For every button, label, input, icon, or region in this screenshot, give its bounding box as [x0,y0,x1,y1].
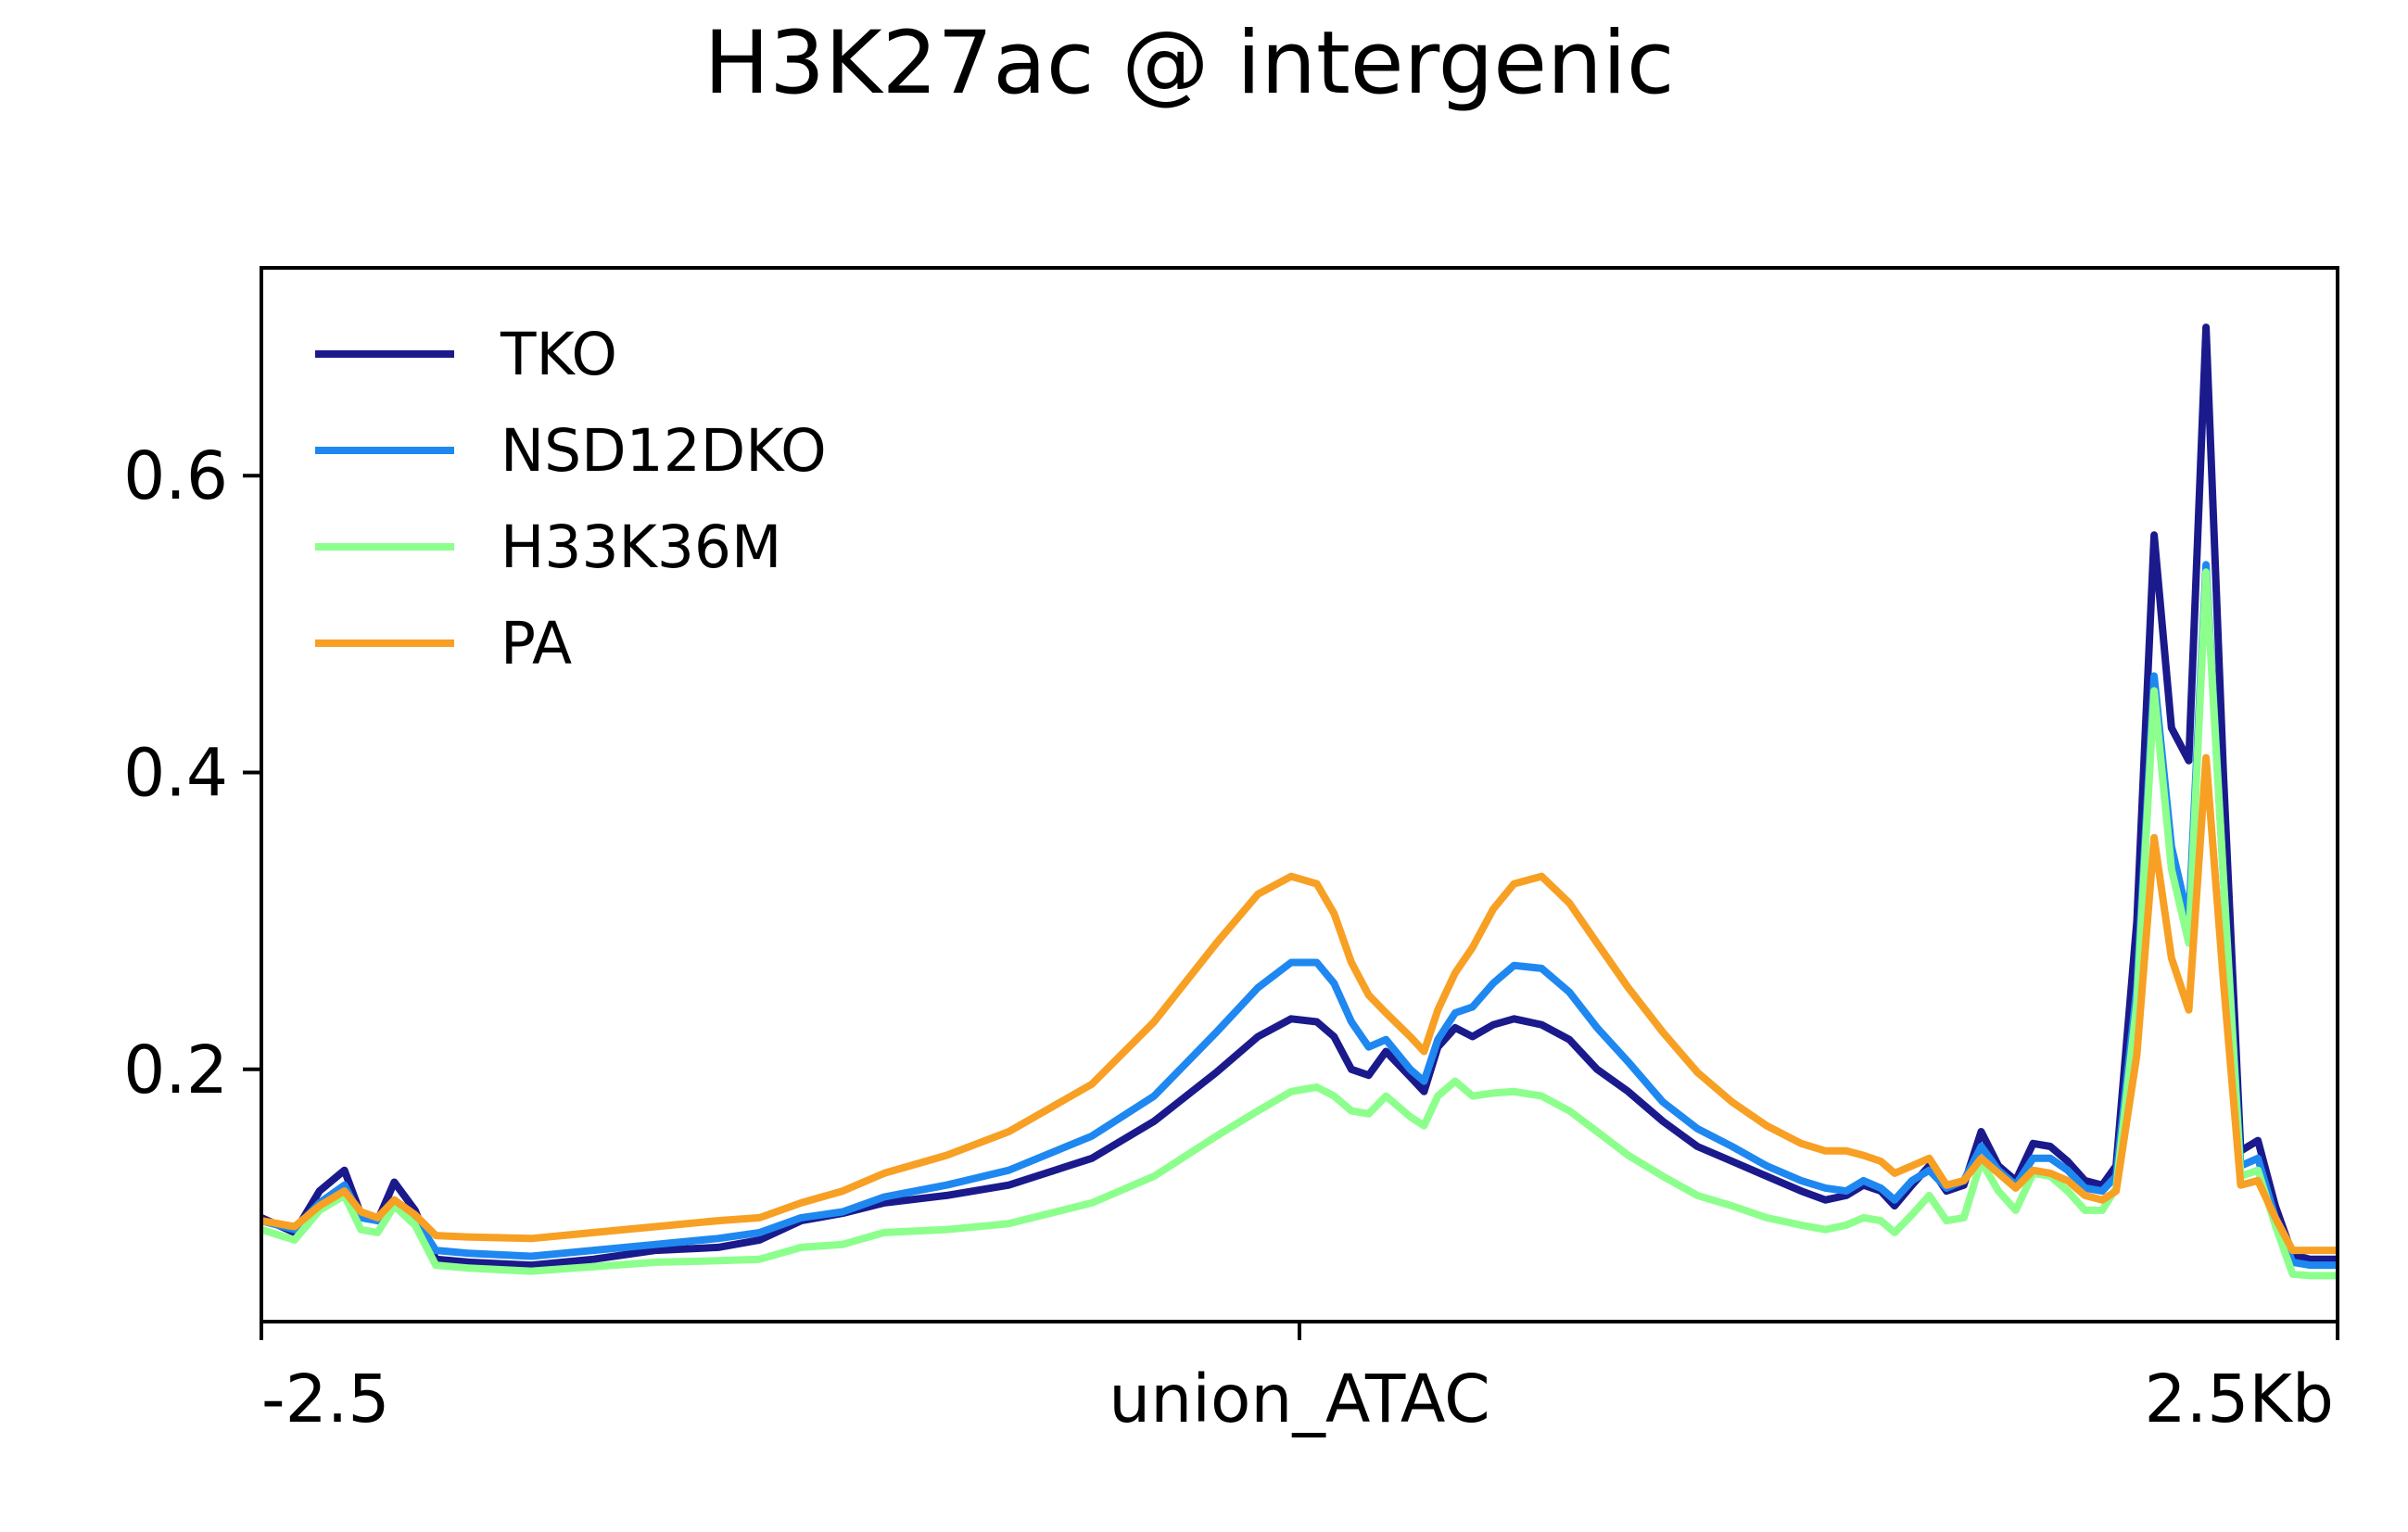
legend: TKO NSD12DKO H33K36M PA [315,321,827,677]
y-axis: 0.2 0.4 0.6 [123,437,261,1108]
series-line-pa [260,753,2338,1255]
y-tick-label: 0.4 [123,734,228,811]
x-tick-label: -2.5 [261,1361,390,1437]
legend-label-h33k36m: H33K36M [501,513,781,581]
y-tick-label: 0.6 [123,437,228,514]
series-lines [260,323,2338,1280]
legend-label-pa: PA [501,610,572,677]
legend-label-nsd12dko: NSD12DKO [501,417,827,485]
y-tick-label: 0.2 [123,1032,228,1108]
legend-label-tko: TKO [500,321,617,388]
chart-title: H3K27ac @ intergenic [703,13,1674,114]
x-tick-label: 2.5Kb [2144,1361,2334,1437]
x-tick-label: union_ATAC [1109,1361,1489,1437]
x-axis: -2.5 union_ATAC 2.5Kb [260,1322,2339,1437]
